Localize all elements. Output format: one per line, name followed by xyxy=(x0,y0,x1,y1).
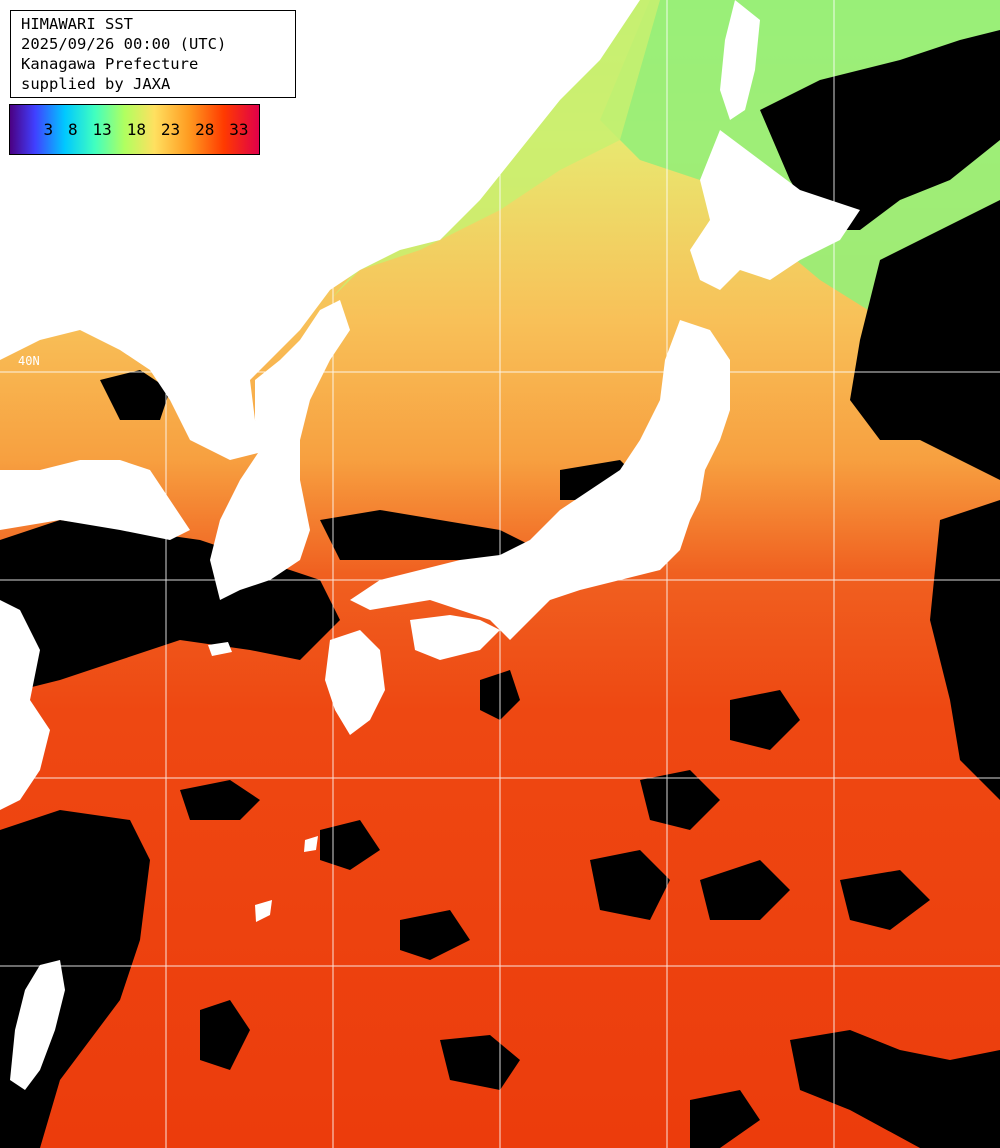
legend-tick-28: 28 xyxy=(195,120,215,139)
land-sakhalin xyxy=(720,0,760,120)
legend-tick-33: 33 xyxy=(229,120,249,139)
land-china-mid xyxy=(0,600,50,810)
temperature-legend: 3 8 13 18 23 28 33 xyxy=(9,104,260,155)
credit-label: supplied by JAXA xyxy=(21,75,171,93)
legend-tick-3: 3 xyxy=(43,120,54,139)
lat-label-40n: 40N xyxy=(18,354,40,368)
info-box: HIMAWARI SST 2025/09/26 00:00 (UTC) Kana… xyxy=(10,10,296,98)
datetime-label: 2025/09/26 00:00 (UTC) xyxy=(21,35,227,53)
lat-label-30n: 30N xyxy=(18,760,40,774)
product-title: HIMAWARI SST xyxy=(21,15,133,33)
legend-ticks: 3 8 13 18 23 28 33 xyxy=(10,105,259,154)
land-shikoku xyxy=(410,615,500,660)
land-kyushu xyxy=(325,630,385,735)
legend-tick-18: 18 xyxy=(126,120,146,139)
legend-tick-8: 8 xyxy=(68,120,78,139)
land-korea xyxy=(210,300,350,600)
legend-tick-13: 13 xyxy=(92,120,112,139)
land-china-coast xyxy=(0,460,190,540)
organization-label: Kanagawa Prefecture xyxy=(21,55,199,73)
legend-tick-23: 23 xyxy=(160,120,181,139)
land-hokkaido xyxy=(690,130,860,290)
land-honshu xyxy=(350,320,730,640)
land-taiwan xyxy=(10,960,65,1090)
